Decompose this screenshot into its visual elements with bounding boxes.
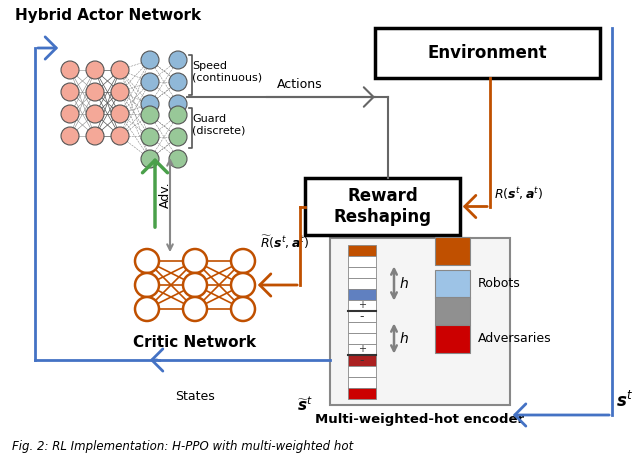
- Circle shape: [141, 106, 159, 124]
- Circle shape: [111, 83, 129, 101]
- Bar: [348, 256, 376, 267]
- Text: +: +: [358, 300, 366, 310]
- Circle shape: [86, 61, 104, 79]
- Circle shape: [141, 95, 159, 113]
- Text: $R(\boldsymbol{s}^t, \boldsymbol{a}^t)$: $R(\boldsymbol{s}^t, \boldsymbol{a}^t)$: [494, 186, 543, 202]
- Circle shape: [141, 128, 159, 146]
- Bar: [348, 377, 376, 388]
- Text: Adv.: Adv.: [159, 182, 172, 208]
- Circle shape: [61, 105, 79, 123]
- Bar: [435, 297, 470, 325]
- Text: Hybrid Actor Network: Hybrid Actor Network: [15, 8, 201, 23]
- Text: $h$: $h$: [399, 331, 409, 346]
- Text: Reward
Reshaping: Reward Reshaping: [333, 187, 431, 226]
- Text: Adversaries: Adversaries: [478, 332, 552, 345]
- Circle shape: [169, 73, 187, 91]
- Bar: [348, 267, 376, 278]
- Circle shape: [61, 127, 79, 145]
- Circle shape: [135, 297, 159, 321]
- Bar: [348, 311, 376, 322]
- Bar: [348, 322, 376, 333]
- Circle shape: [86, 127, 104, 145]
- Bar: [348, 366, 376, 377]
- Text: -: -: [360, 354, 364, 367]
- Text: -: -: [360, 310, 364, 323]
- Circle shape: [141, 73, 159, 91]
- Text: Robots: Robots: [478, 277, 521, 290]
- Bar: [348, 344, 376, 355]
- Bar: [435, 325, 470, 353]
- Circle shape: [86, 83, 104, 101]
- Bar: [348, 300, 376, 311]
- Text: Multi-weighted-hot encoder: Multi-weighted-hot encoder: [316, 413, 525, 426]
- Text: Actions: Actions: [277, 78, 323, 91]
- Text: Fig. 2: RL Implementation: H-PPO with multi-weighted hot: Fig. 2: RL Implementation: H-PPO with mu…: [12, 440, 353, 453]
- Circle shape: [231, 297, 255, 321]
- Text: +: +: [358, 344, 366, 354]
- Text: Guard
(discrete): Guard (discrete): [192, 114, 245, 136]
- Circle shape: [169, 128, 187, 146]
- Text: $\widetilde{\boldsymbol{s}}^t$: $\widetilde{\boldsymbol{s}}^t$: [297, 395, 313, 414]
- Circle shape: [169, 95, 187, 113]
- Circle shape: [183, 249, 207, 273]
- Text: Environment: Environment: [428, 44, 547, 62]
- Bar: [435, 269, 470, 297]
- Text: $h$: $h$: [399, 276, 409, 291]
- Bar: [348, 289, 376, 300]
- Circle shape: [111, 61, 129, 79]
- Circle shape: [183, 297, 207, 321]
- Circle shape: [169, 150, 187, 168]
- Text: Critic Network: Critic Network: [133, 335, 257, 350]
- Bar: [348, 245, 376, 256]
- Circle shape: [183, 273, 207, 297]
- Text: States: States: [175, 390, 215, 403]
- Circle shape: [231, 249, 255, 273]
- Circle shape: [141, 51, 159, 69]
- Bar: [348, 333, 376, 344]
- Bar: [375, 28, 600, 78]
- Circle shape: [141, 150, 159, 168]
- Circle shape: [231, 273, 255, 297]
- Circle shape: [169, 106, 187, 124]
- Bar: [435, 236, 470, 264]
- Circle shape: [61, 61, 79, 79]
- Circle shape: [111, 105, 129, 123]
- Text: $\widetilde{R}(\boldsymbol{s}^t, \boldsymbol{a}^t)$: $\widetilde{R}(\boldsymbol{s}^t, \boldsy…: [260, 234, 310, 251]
- Bar: [348, 355, 376, 366]
- Circle shape: [169, 51, 187, 69]
- Circle shape: [61, 83, 79, 101]
- Text: $\boldsymbol{s}^t$: $\boldsymbol{s}^t$: [616, 391, 633, 411]
- Text: Speed
(continuous): Speed (continuous): [192, 61, 262, 83]
- Bar: [348, 388, 376, 399]
- Bar: [305, 178, 460, 235]
- Bar: [330, 238, 510, 405]
- Circle shape: [135, 249, 159, 273]
- Bar: [348, 278, 376, 289]
- Circle shape: [86, 105, 104, 123]
- Circle shape: [135, 273, 159, 297]
- Circle shape: [111, 127, 129, 145]
